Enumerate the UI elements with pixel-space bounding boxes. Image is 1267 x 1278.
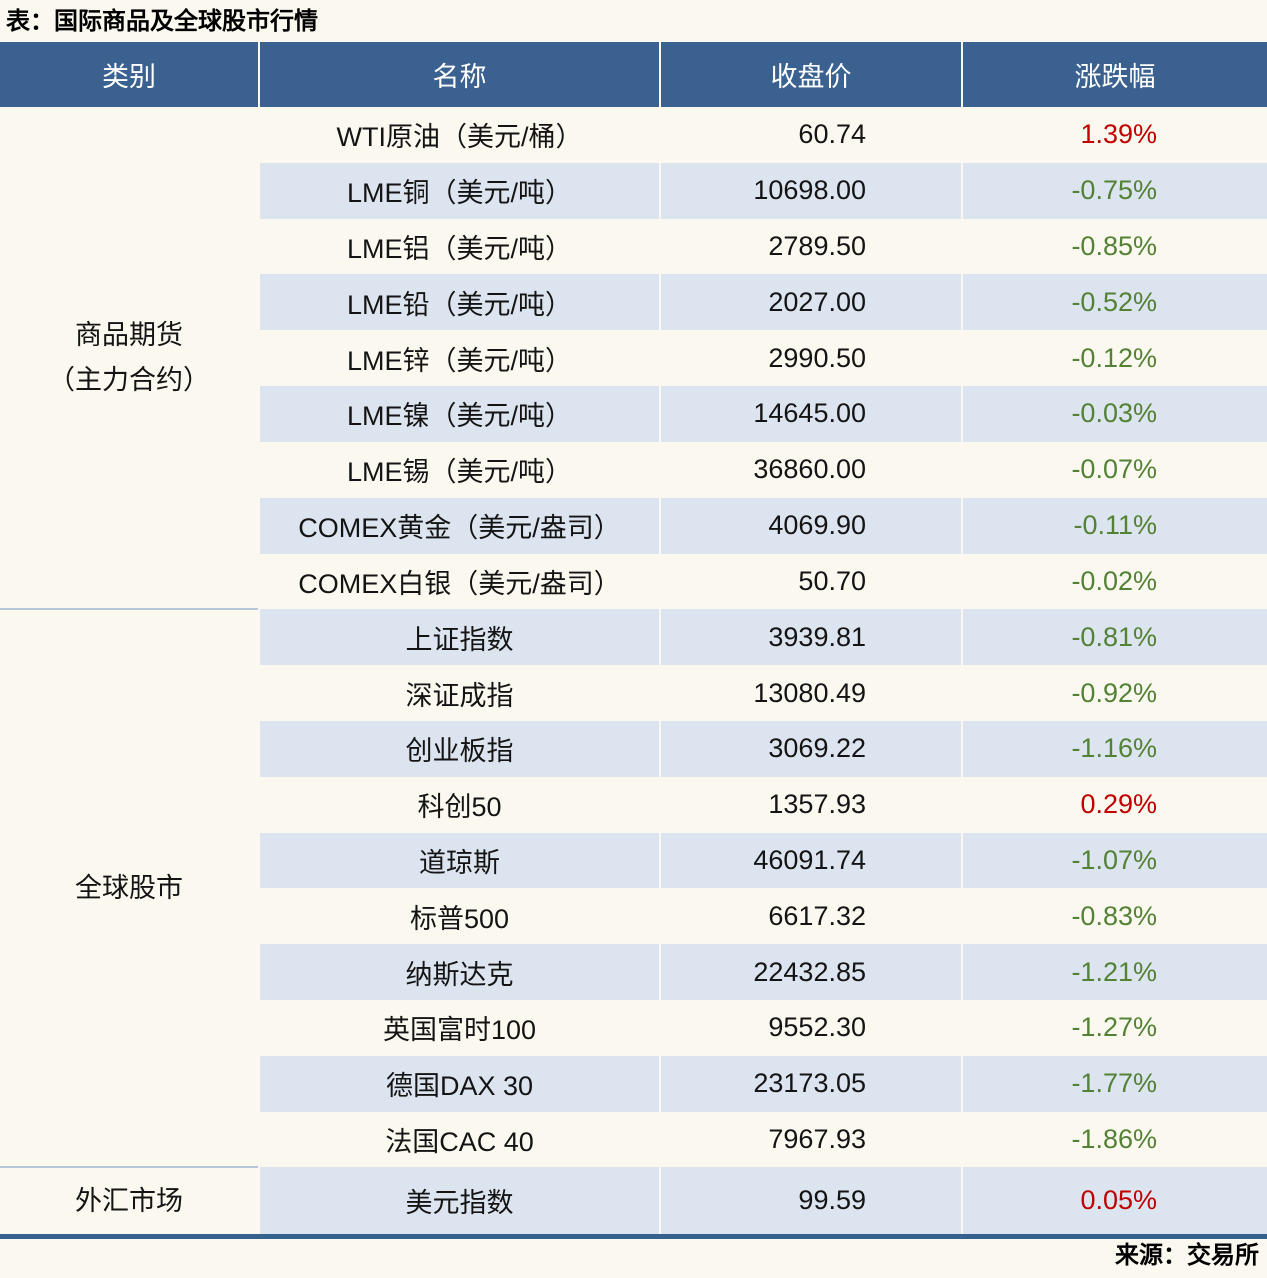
instrument-name-cell: 上证指数	[259, 609, 661, 666]
close-price-cell: 14645.00	[660, 386, 963, 442]
close-price-cell: 2789.50	[660, 218, 963, 275]
close-price-cell: 4069.90	[660, 497, 963, 554]
category-cell: 全球股市	[0, 608, 260, 1168]
change-percent-cell: 0.05%	[962, 1167, 1267, 1237]
change-percent-cell: -1.77%	[962, 1055, 1267, 1112]
instrument-name-cell: 标普500	[259, 888, 661, 945]
close-price-cell: 3939.81	[660, 609, 963, 666]
instrument-name-cell: COMEX黄金（美元/盎司）	[259, 497, 661, 554]
close-price-cell: 7967.93	[660, 1111, 963, 1168]
change-percent-cell: 1.39%	[1080, 119, 1157, 150]
close-price-cell: 13080.49	[660, 665, 963, 721]
change-percent-cell: -0.02%	[1071, 565, 1157, 596]
table-row: COMEX黄金（美元/盎司） 4069.90 -0.11%	[0, 497, 1267, 554]
instrument-name-cell: 深证成指	[259, 665, 661, 721]
instrument-name-cell: LME锌（美元/吨）	[259, 330, 661, 387]
instrument-name-cell: 德国DAX 30	[259, 1055, 661, 1112]
category-label-line: 外汇市场	[75, 1185, 183, 1216]
table-row: 创业板指 3069.22 -1.16%	[0, 720, 1267, 777]
change-percent-cell: -1.27%	[1071, 1012, 1157, 1043]
instrument-name-cell: 纳斯达克	[259, 944, 661, 1000]
close-price-cell: 2990.50	[660, 330, 963, 387]
close-price-cell: 46091.74	[660, 832, 963, 889]
change-percent-cell: -1.16%	[962, 720, 1267, 777]
close-price-cell: 99.59	[660, 1167, 963, 1237]
instrument-name-cell: LME镍（美元/吨）	[259, 386, 661, 442]
close-price-cell: 3069.22	[660, 720, 963, 777]
column-header-change: 涨跌幅	[962, 42, 1267, 107]
table-row: COMEX白银（美元/盎司） 50.70 -0.02%	[0, 553, 1267, 610]
close-price-cell: 50.70	[660, 553, 963, 610]
instrument-name-cell: LME铝（美元/吨）	[259, 218, 661, 275]
change-percent-cell: -0.11%	[962, 497, 1267, 554]
column-header-category: 类别	[0, 42, 260, 107]
change-percent-cell: -0.52%	[962, 274, 1267, 331]
table-row: LME锌（美元/吨） 2990.50 -0.12%	[0, 330, 1267, 387]
instrument-name-cell: COMEX白银（美元/盎司）	[259, 553, 661, 610]
table-row: 标普500 6617.32 -0.83%	[0, 888, 1267, 945]
category-label-line: （主力合约）	[48, 364, 210, 395]
change-percent-cell: -0.12%	[1071, 342, 1157, 373]
table-row: LME铜（美元/吨） 10698.00 -0.75%	[0, 162, 1267, 219]
table-row: LME锡（美元/吨） 36860.00 -0.07%	[0, 441, 1267, 498]
table-row: 科创50 1357.93 0.29%	[0, 776, 1267, 833]
close-price-cell: 22432.85	[660, 944, 963, 1000]
market-table: 类别 名称 收盘价 涨跌幅 商品期货 （主力合约） WTI原油（美元/桶） 60.74…	[0, 42, 1267, 1239]
close-price-cell: 2027.00	[660, 274, 963, 331]
close-price-cell: 9552.30	[660, 1000, 963, 1056]
instrument-name-cell: WTI原油（美元/桶）	[259, 107, 661, 163]
table-row: 纳斯达克 22432.85 -1.21%	[0, 944, 1267, 1000]
category-label-line: 全球股市	[75, 873, 183, 904]
change-percent-cell: -1.07%	[962, 832, 1267, 889]
instrument-name-cell: LME铅（美元/吨）	[259, 274, 661, 331]
close-price-cell: 10698.00	[660, 162, 963, 219]
change-percent-cell: -0.92%	[1071, 677, 1157, 708]
change-percent-cell: -0.03%	[962, 386, 1267, 442]
change-percent-cell: -0.85%	[1071, 231, 1157, 262]
category-cell: 外汇市场	[0, 1166, 260, 1237]
table-row: 德国DAX 30 23173.05 -1.77%	[0, 1055, 1267, 1112]
table-row: 外汇市场 美元指数 99.59 0.05%	[0, 1166, 1267, 1237]
table-row: 商品期货 （主力合约） WTI原油（美元/桶） 60.74 1.39%	[0, 107, 1267, 610]
instrument-name-cell: 美元指数	[259, 1167, 661, 1237]
change-percent-cell: -0.75%	[962, 162, 1267, 219]
table-row: 道琼斯 46091.74 -1.07%	[0, 832, 1267, 889]
instrument-name-cell: LME铜（美元/吨）	[259, 162, 661, 219]
category-cell: 商品期货 （主力合约）	[0, 107, 260, 610]
table-row: LME镍（美元/吨） 14645.00 -0.03%	[0, 386, 1267, 442]
column-header-name: 名称	[259, 42, 661, 107]
table-body: 商品期货 （主力合约） WTI原油（美元/桶） 60.74 1.39% LME铜（美元/吨…	[0, 107, 1267, 1237]
page-title: 表：国际商品及全球股市行情	[6, 8, 318, 35]
table-row: 全球股市 上证指数 3939.81 -0.81%	[0, 608, 1267, 1168]
table-row: 法国CAC 40 7967.93 -1.86%	[0, 1111, 1267, 1168]
close-price-cell: 36860.00	[660, 441, 963, 498]
change-percent-cell: -0.81%	[962, 609, 1267, 666]
close-price-cell: 1357.93	[660, 776, 963, 833]
instrument-name-cell: 道琼斯	[259, 832, 661, 889]
column-header-close: 收盘价	[660, 42, 963, 107]
instrument-name-cell: 创业板指	[259, 720, 661, 777]
change-percent-cell: -0.83%	[1071, 900, 1157, 931]
change-percent-cell: 0.29%	[1080, 789, 1157, 820]
change-percent-cell: -1.86%	[1071, 1124, 1157, 1155]
category-label-line: 商品期货	[75, 320, 183, 351]
table-header-row: 类别 名称 收盘价 涨跌幅	[0, 42, 1267, 107]
table-row: 英国富时100 9552.30 -1.27%	[0, 1000, 1267, 1056]
close-price-cell: 23173.05	[660, 1055, 963, 1112]
close-price-cell: 6617.32	[660, 888, 963, 945]
source-note: 来源：交易所	[1115, 1242, 1259, 1269]
instrument-name-cell: 英国富时100	[259, 1000, 661, 1056]
instrument-name-cell: LME锡（美元/吨）	[259, 441, 661, 498]
instrument-name-cell: 科创50	[259, 776, 661, 833]
table-row: LME铅（美元/吨） 2027.00 -0.52%	[0, 274, 1267, 331]
instrument-name-cell: 法国CAC 40	[259, 1111, 661, 1168]
close-price-cell: 60.74	[660, 107, 963, 163]
change-percent-cell: -0.07%	[1071, 454, 1157, 485]
change-percent-cell: -1.21%	[962, 944, 1267, 1000]
table-row: LME铝（美元/吨） 2789.50 -0.85%	[0, 218, 1267, 275]
table-row: 深证成指 13080.49 -0.92%	[0, 665, 1267, 721]
